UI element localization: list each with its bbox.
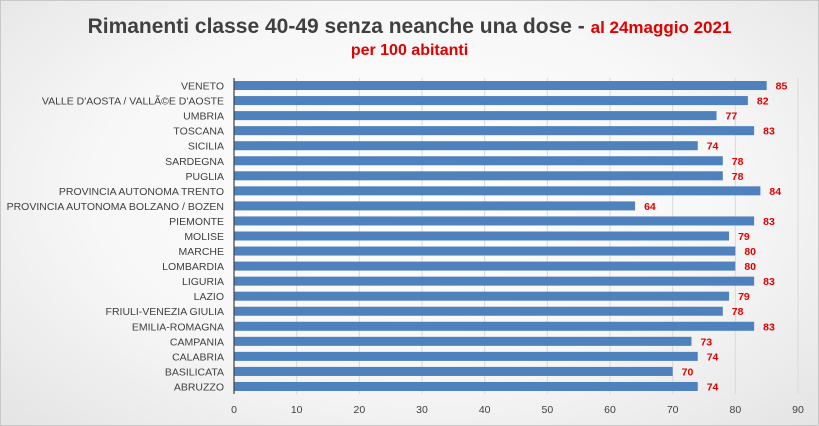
chart-title: Rimanenti classe 40-49 senza neanche una… <box>1 15 818 39</box>
data-label: 78 <box>732 306 744 318</box>
bar <box>234 201 636 211</box>
x-tick-label: 0 <box>231 404 237 416</box>
category-label: MARCHE <box>178 246 224 258</box>
category-label: LAZIO <box>194 291 224 303</box>
category-label: VENETO <box>181 81 224 93</box>
bar <box>234 261 736 271</box>
category-label: SARDEGNA <box>165 156 224 168</box>
bar <box>234 216 755 226</box>
data-label: 74 <box>707 351 719 363</box>
bar <box>234 351 698 361</box>
data-label: 85 <box>776 81 788 93</box>
data-label: 78 <box>732 171 744 183</box>
data-label: 70 <box>682 366 694 378</box>
category-label: LOMBARDIA <box>162 261 224 273</box>
category-label: PROVINCIA AUTONOMA BOLZANO / BOZEN <box>7 201 224 213</box>
category-label: CALABRIA <box>172 351 224 363</box>
bar <box>234 366 673 376</box>
x-tick-label: 60 <box>604 404 616 416</box>
chart-subtitle: per 100 abitanti <box>350 42 469 59</box>
category-label: CAMPANIA <box>170 336 224 348</box>
category-label: PROVINCIA AUTONOMA TRENTO <box>59 186 224 198</box>
x-tick-label: 80 <box>729 404 741 416</box>
data-label: 83 <box>763 126 775 138</box>
bar <box>234 231 730 241</box>
category-label: UMBRIA <box>183 111 224 123</box>
category-label: TOSCANA <box>173 126 224 138</box>
data-label: 83 <box>763 276 775 288</box>
data-label: 77 <box>726 111 738 123</box>
chart-title-date: al 24maggio 2021 <box>590 18 732 37</box>
data-label: 74 <box>707 381 719 393</box>
data-label: 64 <box>644 201 656 213</box>
bar <box>234 141 698 151</box>
data-label: 79 <box>738 231 750 243</box>
category-label: SICILIA <box>188 141 224 153</box>
x-tick-label: 20 <box>353 404 365 416</box>
data-label: 82 <box>757 96 769 108</box>
data-label: 83 <box>763 216 775 228</box>
data-label: 84 <box>769 186 781 198</box>
category-label: ABRUZZO <box>174 381 224 393</box>
bar <box>234 321 755 331</box>
x-tick-label: 90 <box>792 404 804 416</box>
category-label: LIGURIA <box>182 276 224 288</box>
bar <box>234 81 767 91</box>
category-label: VALLE D'AOSTA / VALLÃ©E D'AOSTE <box>42 95 224 108</box>
category-label: FRIULI-VENEZIA GIULIA <box>106 306 224 318</box>
bar <box>234 246 736 256</box>
x-tick-label: 50 <box>541 404 553 416</box>
x-tick-label: 40 <box>479 404 491 416</box>
category-label: PUGLIA <box>185 171 224 183</box>
bar <box>234 171 723 181</box>
category-label: EMILIA-ROMAGNA <box>132 321 224 333</box>
x-tick-label: 70 <box>667 404 679 416</box>
chart-title-main: Rimanenti classe 40-49 senza neanche una… <box>87 15 585 38</box>
bar <box>234 156 723 166</box>
bar <box>234 381 698 391</box>
data-label: 80 <box>744 246 756 258</box>
data-label: 73 <box>700 336 712 348</box>
bar <box>234 186 761 196</box>
bar <box>234 126 755 136</box>
bar <box>234 96 748 106</box>
data-label: 74 <box>707 141 719 153</box>
x-tick-label: 30 <box>416 404 428 416</box>
category-label: PIEMONTE <box>169 216 224 228</box>
category-label: MOLISE <box>184 231 224 243</box>
x-tick-label: 10 <box>291 404 303 416</box>
data-label: 79 <box>738 291 750 303</box>
data-label: 78 <box>732 156 744 168</box>
bar <box>234 306 723 316</box>
data-label: 80 <box>744 261 756 273</box>
bar <box>234 336 692 346</box>
bar <box>234 276 755 286</box>
data-label: 83 <box>763 321 775 333</box>
category-label: BASILICATA <box>165 366 224 378</box>
bar <box>234 111 717 121</box>
bar <box>234 291 730 301</box>
